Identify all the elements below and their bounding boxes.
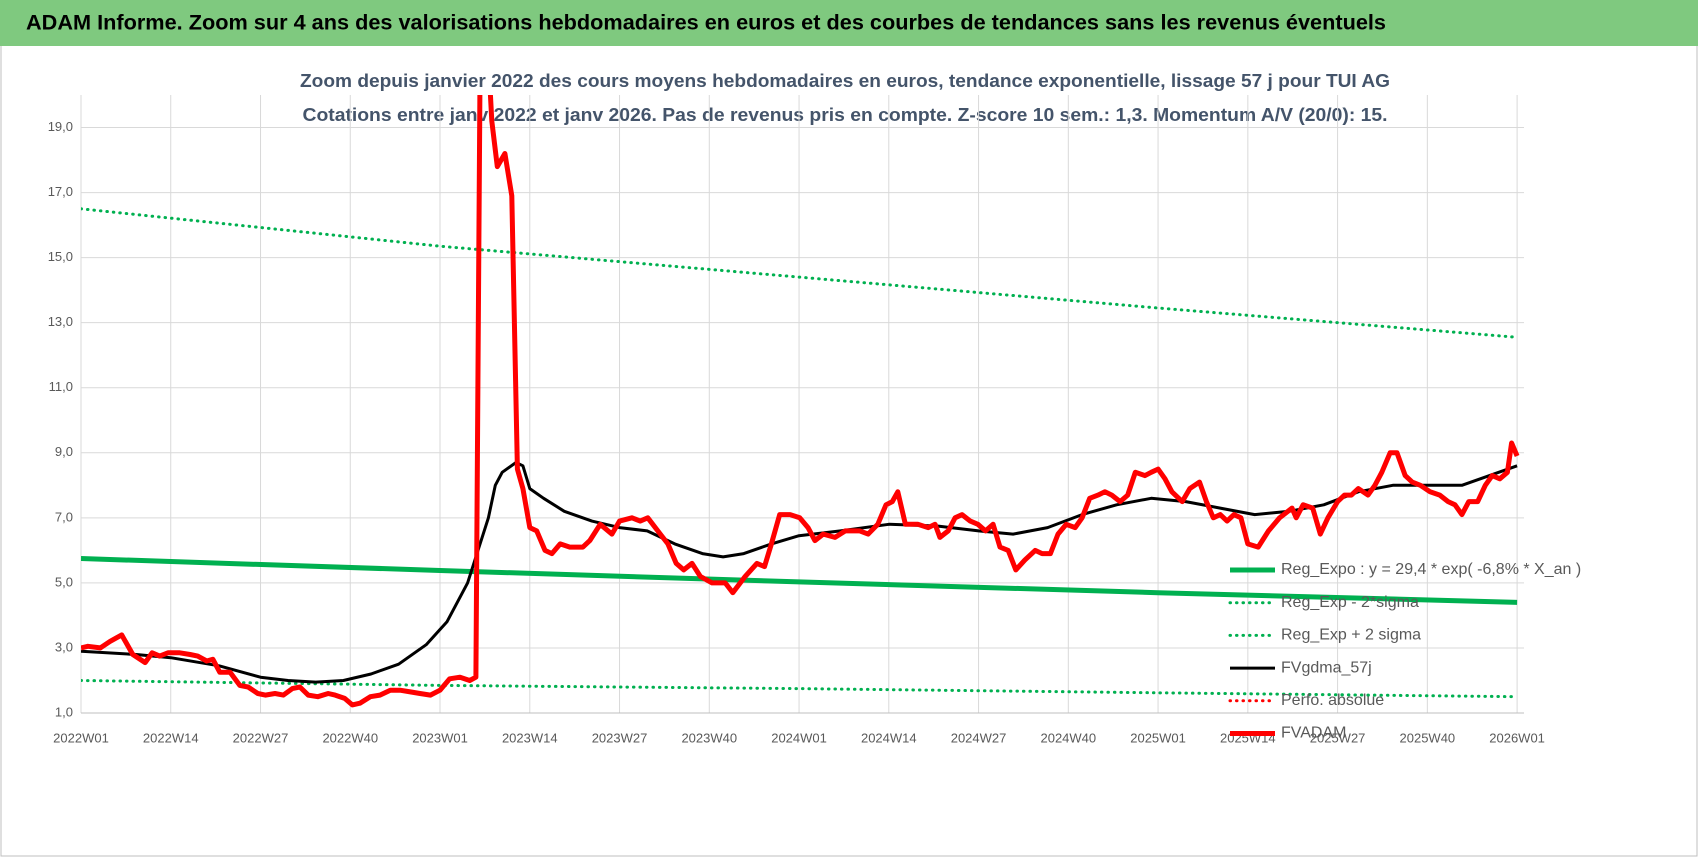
y-tick-label: 11,0 bbox=[49, 379, 73, 394]
x-tick-label: 2022W27 bbox=[233, 730, 289, 745]
legend-label: Reg_Exp - 2*sigma bbox=[1281, 594, 1419, 611]
y-tick-label: 15,0 bbox=[48, 249, 73, 264]
series-line bbox=[81, 556, 1518, 605]
series-line bbox=[81, 95, 1520, 708]
legend-label: Reg_Exp + 2 sigma bbox=[1281, 627, 1421, 644]
x-tick-label: 2025W01 bbox=[1130, 730, 1186, 745]
legend: Reg_Expo : y = 29,4 * exp( -6,8% * X_an … bbox=[1228, 561, 1581, 742]
plot bbox=[81, 95, 1520, 708]
x-tick-label: 2023W01 bbox=[412, 730, 468, 745]
y-tick-label: 19,0 bbox=[48, 119, 73, 134]
legend-label: Perfo. absolue bbox=[1281, 692, 1384, 709]
y-tick-label: 17,0 bbox=[48, 184, 73, 199]
y-tick-label: 9,0 bbox=[55, 444, 73, 459]
x-tick-label: 2024W14 bbox=[861, 730, 917, 745]
y-tick-label: 5,0 bbox=[55, 574, 73, 589]
x-tick-label: 2022W01 bbox=[53, 730, 109, 745]
y-tick-label: 1,0 bbox=[55, 704, 73, 719]
x-tick-label: 2025W40 bbox=[1400, 730, 1456, 745]
x-tick-label: 2025W27 bbox=[1310, 730, 1366, 745]
header-band bbox=[0, 0, 1698, 46]
x-tick-label: 2024W27 bbox=[951, 730, 1007, 745]
y-tick-label: 13,0 bbox=[48, 314, 73, 329]
x-tick-label: 2022W14 bbox=[143, 730, 199, 745]
x-tick-label: 2026W01 bbox=[1489, 730, 1545, 745]
grid: 1,0 3,0 5,0 7,0 9,0 11,0 13,0 15,0 17,0 19,0 2022W… bbox=[48, 95, 1545, 745]
y-tick-label: 7,0 bbox=[55, 509, 73, 524]
series-line bbox=[81, 207, 1519, 339]
legend-label: Reg_Expo : y = 29,4 * exp( -6,8% * X_an … bbox=[1281, 561, 1581, 578]
page-title: ADAM Informe. Zoom sur 4 ans des valoris… bbox=[26, 12, 1386, 35]
x-tick-label: 2024W40 bbox=[1040, 730, 1096, 745]
legend-label: FVADAM bbox=[1281, 725, 1346, 742]
y-tick-label: 3,0 bbox=[55, 639, 73, 654]
series-line bbox=[81, 679, 1519, 699]
x-tick-label: 2023W14 bbox=[502, 730, 558, 745]
series-line bbox=[81, 461, 1518, 684]
x-tick-label: 2022W40 bbox=[322, 730, 378, 745]
chart-title: Zoom depuis janvier 2022 des cours moyen… bbox=[300, 71, 1390, 91]
x-tick-label: 2024W01 bbox=[771, 730, 827, 745]
x-tick-label: 2023W27 bbox=[592, 730, 648, 745]
x-tick-label: 2023W40 bbox=[681, 730, 737, 745]
legend-label: FVgdma_57j bbox=[1281, 659, 1372, 676]
chart-subtitle: Cotations entre janv 2022 et janv 2026. … bbox=[303, 105, 1388, 125]
